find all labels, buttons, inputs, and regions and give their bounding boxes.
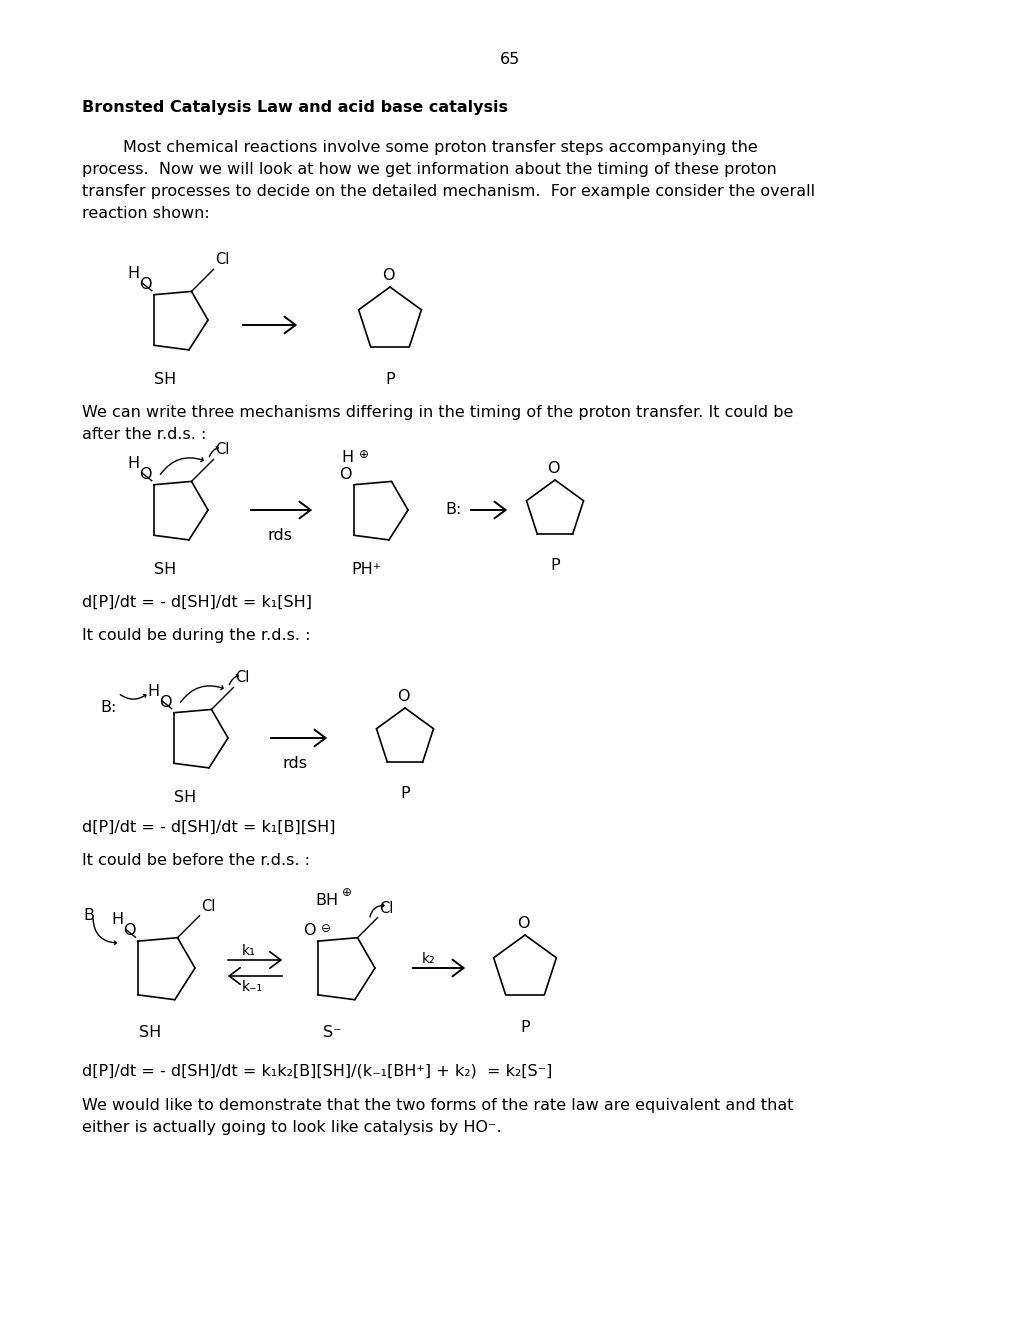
Text: H: H [127, 265, 140, 281]
Text: B: B [83, 908, 94, 923]
Text: We can write three mechanisms differing in the timing of the proton transfer. It: We can write three mechanisms differing … [82, 405, 793, 420]
Text: k₋₁: k₋₁ [242, 979, 263, 994]
Text: PH⁺: PH⁺ [352, 562, 382, 577]
Text: Bronsted Catalysis Law and acid base catalysis: Bronsted Catalysis Law and acid base cat… [82, 100, 507, 115]
Text: It could be during the r.d.s. :: It could be during the r.d.s. : [82, 628, 310, 643]
Text: Most chemical reactions involve some proton transfer steps accompanying the: Most chemical reactions involve some pro… [82, 140, 757, 154]
Text: process.  Now we will look at how we get information about the timing of these p: process. Now we will look at how we get … [82, 162, 776, 177]
Text: SH: SH [154, 562, 176, 577]
Text: SH: SH [154, 372, 176, 387]
Text: rds: rds [282, 756, 308, 771]
Text: S⁻: S⁻ [322, 1026, 341, 1040]
Text: H: H [148, 684, 160, 698]
Text: P: P [399, 785, 410, 801]
Text: SH: SH [173, 789, 196, 805]
Text: rds: rds [268, 528, 292, 543]
Text: O: O [339, 467, 352, 482]
Text: O: O [381, 268, 394, 282]
Text: Cl: Cl [215, 442, 229, 458]
Text: ⊕: ⊕ [341, 886, 352, 899]
Text: O: O [396, 689, 409, 704]
Text: after the r.d.s. :: after the r.d.s. : [82, 426, 206, 442]
Text: H: H [127, 455, 140, 471]
Text: P: P [549, 558, 559, 573]
Text: H: H [111, 912, 123, 927]
Text: either is actually going to look like catalysis by HO⁻.: either is actually going to look like ca… [82, 1119, 501, 1135]
Text: It could be before the r.d.s. :: It could be before the r.d.s. : [82, 853, 310, 869]
Text: BH: BH [315, 894, 337, 908]
Text: d[P]/dt = - d[SH]/dt = k₁[SH]: d[P]/dt = - d[SH]/dt = k₁[SH] [82, 595, 312, 610]
Text: O: O [140, 277, 152, 292]
Text: O: O [303, 923, 315, 939]
Text: d[P]/dt = - d[SH]/dt = k₁k₂[B][SH]/(k₋₁[BH⁺] + k₂)  = k₂[S⁻]: d[P]/dt = - d[SH]/dt = k₁k₂[B][SH]/(k₋₁[… [82, 1063, 552, 1078]
Text: Cl: Cl [235, 671, 250, 685]
Text: reaction shown:: reaction shown: [82, 206, 210, 220]
Text: ⊕: ⊕ [359, 447, 368, 461]
Text: transfer processes to decide on the detailed mechanism.  For example consider th: transfer processes to decide on the deta… [82, 183, 814, 199]
Text: O: O [159, 694, 171, 710]
Text: H: H [341, 450, 354, 465]
Text: We would like to demonstrate that the two forms of the rate law are equivalent a: We would like to demonstrate that the tw… [82, 1098, 793, 1113]
Text: 65: 65 [499, 51, 520, 67]
Text: B:: B: [100, 700, 116, 715]
Text: Cl: Cl [379, 900, 393, 916]
Text: O: O [140, 467, 152, 482]
Text: B:: B: [444, 502, 461, 517]
Text: Cl: Cl [215, 252, 229, 268]
Text: O: O [546, 461, 558, 477]
Text: k₁: k₁ [242, 944, 256, 958]
Text: k₂: k₂ [422, 952, 435, 966]
Text: O: O [123, 923, 136, 939]
Text: P: P [520, 1020, 529, 1035]
Text: Cl: Cl [202, 899, 216, 913]
Text: d[P]/dt = - d[SH]/dt = k₁[B][SH]: d[P]/dt = - d[SH]/dt = k₁[B][SH] [82, 820, 335, 836]
Text: ⊖: ⊖ [320, 923, 330, 935]
Text: .: . [367, 100, 372, 115]
Text: SH: SH [139, 1026, 161, 1040]
Text: O: O [517, 916, 529, 931]
Text: P: P [385, 372, 394, 387]
